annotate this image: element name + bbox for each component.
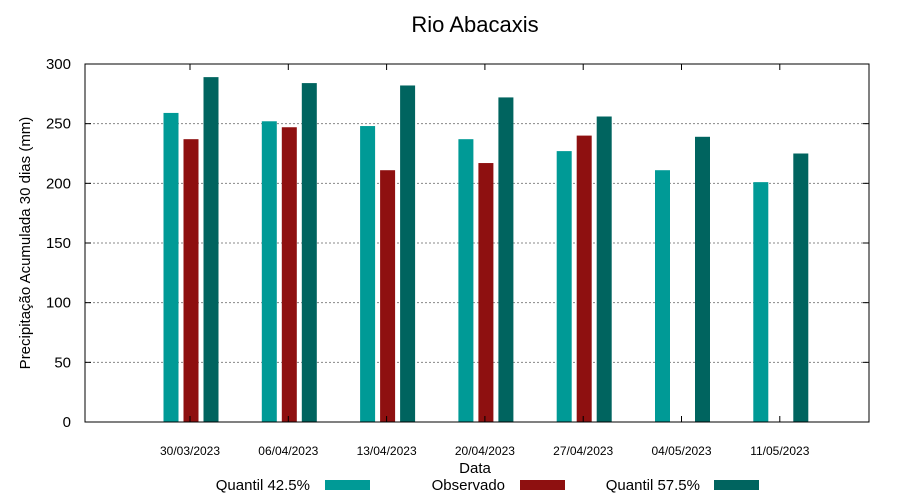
bar bbox=[596, 116, 612, 423]
legend-label: Quantil 42.5% bbox=[216, 477, 310, 494]
bar bbox=[458, 139, 474, 422]
bar bbox=[261, 121, 277, 422]
bar bbox=[163, 112, 179, 422]
bar bbox=[478, 163, 494, 422]
y-tick-label: 150 bbox=[46, 235, 71, 252]
x-tick-label: 20/04/2023 bbox=[455, 444, 515, 458]
bar bbox=[360, 126, 376, 422]
bar bbox=[183, 139, 199, 422]
bar bbox=[556, 151, 572, 422]
bar bbox=[400, 85, 416, 422]
bar bbox=[380, 170, 396, 422]
bar bbox=[576, 135, 592, 422]
y-tick-label: 250 bbox=[46, 116, 71, 133]
x-tick-label: 27/04/2023 bbox=[553, 444, 613, 458]
bar bbox=[793, 153, 809, 422]
y-tick-label: 200 bbox=[46, 175, 71, 192]
bar bbox=[655, 170, 670, 422]
y-axis-label: Precipitação Acumulada 30 dias (mm) bbox=[17, 117, 34, 370]
bar bbox=[753, 182, 769, 422]
y-tick-label: 100 bbox=[46, 295, 71, 312]
bar bbox=[281, 127, 297, 422]
bar bbox=[695, 136, 710, 422]
x-tick-label: 11/05/2023 bbox=[750, 444, 809, 458]
legend-swatch bbox=[714, 480, 759, 490]
legend-swatch bbox=[520, 480, 565, 490]
bar bbox=[203, 77, 219, 423]
axis-ticks: 0 50 100 150 200 250 300 30/03/2023 06/04/2023 13… bbox=[46, 56, 869, 458]
legend-label: Quantil 57.5% bbox=[606, 477, 700, 494]
y-tick-label: 300 bbox=[46, 56, 71, 73]
bar bbox=[498, 97, 514, 422]
x-tick-label: 13/04/2023 bbox=[357, 444, 417, 458]
legend: Quantil 42.5% Observado Quantil 57.5% bbox=[216, 477, 759, 494]
chart-title: Rio Abacaxis bbox=[411, 12, 538, 37]
y-tick-label: 0 bbox=[63, 414, 71, 431]
bar bbox=[301, 83, 317, 423]
x-axis-label: Data bbox=[459, 460, 491, 477]
y-tick-label: 50 bbox=[54, 354, 71, 371]
bars bbox=[163, 77, 809, 423]
x-tick-label: 06/04/2023 bbox=[258, 444, 318, 458]
legend-label: Observado bbox=[432, 477, 505, 494]
x-tick-label: 04/05/2023 bbox=[651, 444, 711, 458]
x-tick-label: 30/03/2023 bbox=[160, 444, 220, 458]
legend-swatch bbox=[325, 480, 370, 490]
grid-lines bbox=[85, 123, 869, 363]
